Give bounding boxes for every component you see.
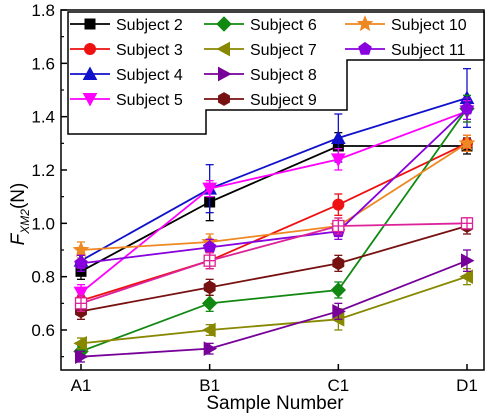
legend-label: Subject 6	[250, 17, 317, 34]
legend-label: Subject 3	[116, 42, 183, 59]
legend-item: Subject 9	[204, 92, 317, 109]
data-point	[460, 217, 474, 230]
series-line	[80, 97, 468, 262]
data-point	[458, 134, 476, 151]
plot-border	[60, 9, 485, 371]
data-point	[72, 241, 90, 258]
data-point	[202, 182, 218, 197]
legend-item: Subject 4	[70, 66, 183, 84]
data-point	[73, 286, 89, 301]
series-line	[80, 225, 468, 313]
data-point	[73, 335, 87, 351]
legend-marker	[216, 41, 230, 57]
x-tick-label: D1	[456, 376, 478, 395]
legend-item: Subject 7	[204, 41, 317, 59]
legend-label: Subject 9	[250, 92, 317, 109]
legend-item: Subject 11	[345, 41, 466, 59]
legend-item: Subject 8	[204, 66, 317, 84]
legend-item: Subject 3	[70, 42, 183, 59]
legend-marker	[216, 16, 232, 32]
series-subject-7	[73, 268, 473, 351]
legend-marker	[82, 66, 98, 80]
series-layer	[72, 68, 476, 365]
legend-item: Subject 10	[345, 15, 467, 34]
y-tick-label: 0.6	[31, 321, 55, 340]
series-line	[80, 108, 468, 265]
plot-frame	[60, 9, 485, 371]
axes: 0.6 0.8 1.0 1.2 1.4 1.6 1.8 A1 B1 C1 D1	[31, 1, 478, 395]
series-subject-6	[73, 94, 475, 360]
legend-label: Subject 7	[250, 42, 317, 59]
legend-marker	[84, 43, 96, 55]
x-axis-title: Sample Number	[206, 393, 344, 414]
x-tick-label: B1	[199, 376, 220, 395]
data-point	[330, 130, 346, 144]
data-point	[332, 303, 346, 319]
legend-label: Subject 11	[391, 42, 466, 59]
data-point	[203, 254, 216, 267]
series-subject-8	[75, 249, 475, 365]
legend-item: Subject 5	[70, 92, 183, 109]
series-line	[80, 108, 468, 353]
y-axis-title-main: F	[8, 232, 29, 245]
y-tick-label: 1.2	[31, 161, 55, 180]
series-line	[80, 142, 468, 302]
legend-item: Subject 6	[204, 16, 317, 34]
data-point	[74, 256, 88, 270]
legend: Subject 2 Subject 3 Subject 4 Subject 5 Subj…	[67, 11, 485, 135]
legend-label: Subject 8	[250, 67, 317, 84]
data-point	[461, 253, 475, 269]
y-axis-title-sub: XM2	[18, 209, 32, 235]
series-subject-12	[74, 217, 474, 312]
data-point	[202, 322, 216, 338]
series-line	[80, 259, 468, 358]
x-tick-label: A1	[71, 376, 92, 395]
legend-box	[67, 11, 485, 135]
y-axis-title: FXM2(N)	[8, 183, 32, 246]
y-tick-label: 1.4	[31, 108, 55, 127]
legend-marker	[358, 41, 372, 55]
y-tick-label: 0.8	[31, 268, 55, 287]
data-point	[332, 256, 345, 271]
legend-marker	[356, 15, 374, 32]
legend-item: Subject 2	[70, 17, 183, 34]
y-tick-label: 1.0	[31, 214, 55, 233]
legend-label: Subject 4	[116, 67, 183, 84]
y-tick-label: 1.8	[31, 1, 55, 20]
data-point	[330, 153, 346, 167]
legend-label: Subject 2	[116, 17, 183, 34]
data-point	[74, 297, 88, 310]
data-point	[460, 101, 474, 115]
data-point	[75, 349, 89, 365]
legend-marker	[84, 18, 96, 30]
series-line	[80, 142, 468, 251]
y-axis-title-suffix: (N)	[8, 183, 29, 209]
data-point	[201, 295, 218, 312]
data-point	[330, 282, 347, 298]
series-line	[80, 222, 468, 305]
series-line	[80, 275, 468, 345]
data-point	[459, 269, 473, 285]
series-line	[80, 110, 468, 294]
legend-marker	[82, 93, 98, 107]
data-point	[332, 219, 345, 233]
data-point	[203, 280, 216, 295]
legend-label: Subject 10	[391, 17, 467, 34]
legend-marker	[218, 92, 230, 106]
data-point	[203, 341, 218, 357]
data-point	[332, 198, 345, 211]
y-tick-label: 1.6	[31, 54, 55, 73]
x-tick-label: C1	[327, 376, 349, 395]
legend-marker	[218, 66, 232, 82]
legend-label: Subject 5	[116, 92, 183, 109]
